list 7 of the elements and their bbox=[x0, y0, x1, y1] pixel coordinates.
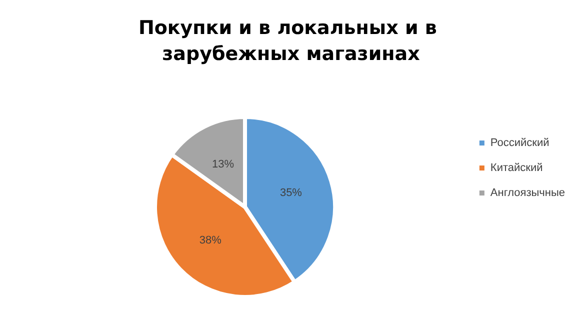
data-label: 35% bbox=[280, 187, 302, 200]
legend-label: Российский bbox=[490, 137, 550, 149]
legend-label: Англоязычные bbox=[490, 187, 565, 199]
data-label: 38% bbox=[199, 234, 222, 246]
legend-label: Китайский bbox=[490, 162, 543, 174]
chart-title: Покупки и в локальных и в зарубежных магазинах bbox=[138, 17, 444, 65]
data-label: 13% bbox=[212, 158, 234, 170]
